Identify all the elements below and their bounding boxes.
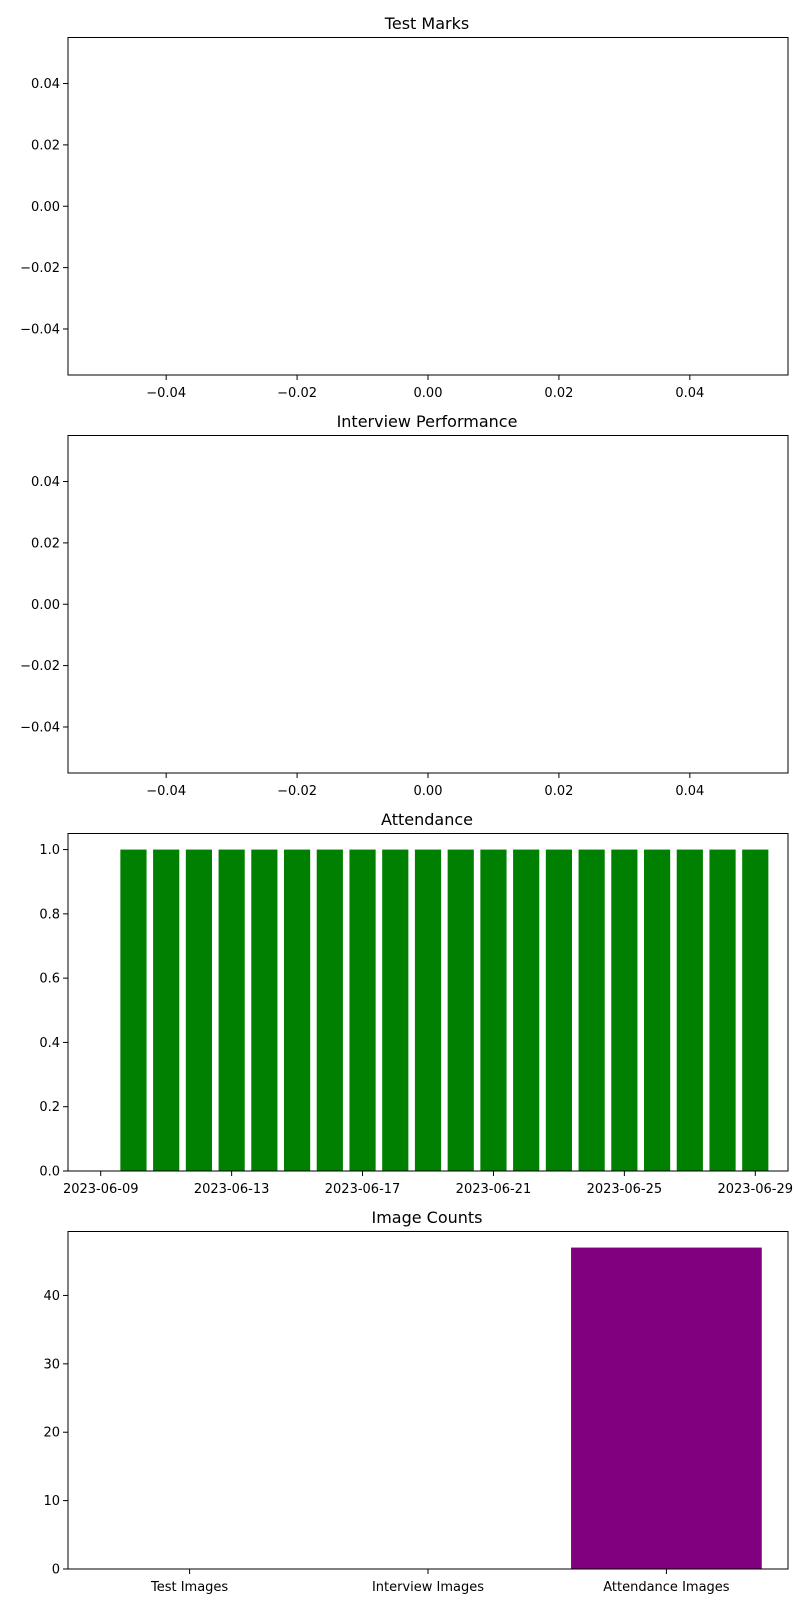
attendance-bar <box>218 849 245 1171</box>
image-counts-marks: 0 10 20 30 40 Test Images Interview Images Atte… <box>43 1247 762 1595</box>
interview-performance-chart: Interview Performance −0.04 −0.02 0.00 0.02… <box>20 412 789 799</box>
x-tick-label: 0.00 <box>414 784 443 799</box>
x-tick-label: −0.04 <box>146 784 186 799</box>
attendance-bar <box>185 849 212 1171</box>
attendance-marks: 0.0 0.2 0.4 0.6 0.8 1.0 2023-06-09 2023-06-13 20… <box>39 843 793 1197</box>
y-tick-label: 40 <box>43 1289 60 1304</box>
y-tick-label: 0.0 <box>39 1165 60 1180</box>
chart-title: Attendance <box>381 810 473 829</box>
y-tick-label: 0.04 <box>31 77 60 92</box>
image-count-bar <box>571 1247 762 1569</box>
y-tick-label: −0.02 <box>20 261 60 276</box>
y-tick-label: 0.8 <box>39 907 60 922</box>
x-tick-label: 2023-06-25 <box>587 1182 663 1197</box>
y-tick-label: 0.02 <box>31 536 60 551</box>
x-tick-label: 2023-06-29 <box>717 1182 793 1197</box>
x-tick-label: 0.04 <box>675 784 704 799</box>
plot-frame <box>67 435 789 774</box>
x-tick-label: 0.04 <box>675 386 704 401</box>
attendance-bar <box>676 849 703 1171</box>
x-tick-label: Test Images <box>150 1580 228 1595</box>
attendance-bar <box>382 849 409 1171</box>
x-tick-label: 2023-06-13 <box>194 1182 270 1197</box>
y-tick-label: 0.00 <box>31 200 60 215</box>
x-tick-label: −0.02 <box>277 386 317 401</box>
attendance-bar <box>742 849 769 1171</box>
x-tick-label: 0.02 <box>544 386 573 401</box>
attendance-bar <box>709 849 736 1171</box>
y-tick-label: 30 <box>43 1357 60 1372</box>
chart-title: Image Counts <box>371 1208 482 1227</box>
interview-performance-marks: −0.04 −0.02 0.00 0.02 0.04 −0.04 −0.02 0.00 0.02… <box>20 475 704 799</box>
plot-frame <box>67 1231 789 1570</box>
attendance-bar <box>284 849 311 1171</box>
attendance-bar <box>251 849 278 1171</box>
x-tick-label: Attendance Images <box>603 1580 730 1595</box>
attendance-bar <box>480 849 507 1171</box>
attendance-bar <box>414 849 442 1171</box>
image-counts-chart: Image Counts 0 10 20 30 40 Test Images Intervi… <box>43 1208 789 1595</box>
chart-title: Interview Performance <box>337 412 518 431</box>
attendance-bar <box>611 849 638 1171</box>
attendance-bar <box>447 849 474 1171</box>
y-tick-label: 0.00 <box>31 598 60 613</box>
y-tick-label: 0.4 <box>39 1036 60 1051</box>
plot-frame <box>67 833 789 1172</box>
x-tick-label: 2023-06-17 <box>325 1182 401 1197</box>
y-tick-label: 1.0 <box>39 843 60 858</box>
attendance-bar <box>545 849 572 1171</box>
x-tick-label: 2023-06-21 <box>456 1182 532 1197</box>
y-tick-label: 0.2 <box>39 1100 60 1115</box>
y-tick-label: 0.04 <box>31 475 60 490</box>
chart-title: Test Marks <box>384 14 469 33</box>
attendance-bar <box>316 849 343 1171</box>
y-tick-label: 0.02 <box>31 138 60 153</box>
y-tick-label: 0 <box>52 1563 60 1578</box>
attendance-bar <box>349 849 376 1171</box>
plot-frame <box>67 37 789 376</box>
y-tick-label: 0.6 <box>39 972 60 987</box>
attendance-bar <box>578 849 605 1171</box>
attendance-bar <box>644 849 671 1171</box>
x-tick-label: Interview Images <box>372 1580 484 1595</box>
x-tick-label: −0.02 <box>277 784 317 799</box>
attendance-bar <box>120 849 147 1171</box>
attendance-bar <box>513 849 540 1171</box>
test-marks-chart: Test Marks −0.04−0.020.000.020.04−0.04 −0… <box>20 14 789 401</box>
y-tick-label: −0.04 <box>20 322 60 337</box>
attendance-chart: Attendance 0.0 0.2 0.4 0.6 0.8 1.0 2023-06-09 2… <box>39 810 793 1197</box>
test-marks-marks: −0.04 −0.02 0.00 0.02 0.04 −0.04 −0.02 0.00 0.02… <box>20 77 704 401</box>
y-tick-label: 20 <box>43 1426 60 1441</box>
y-tick-label: −0.04 <box>20 720 60 735</box>
x-tick-label: 0.00 <box>414 386 443 401</box>
x-tick-label: −0.04 <box>146 386 186 401</box>
y-tick-label: 10 <box>43 1494 60 1509</box>
x-tick-label: 2023-06-09 <box>63 1182 139 1197</box>
y-tick-label: −0.02 <box>20 659 60 674</box>
x-tick-label: 0.02 <box>544 784 573 799</box>
attendance-bar <box>153 849 180 1171</box>
